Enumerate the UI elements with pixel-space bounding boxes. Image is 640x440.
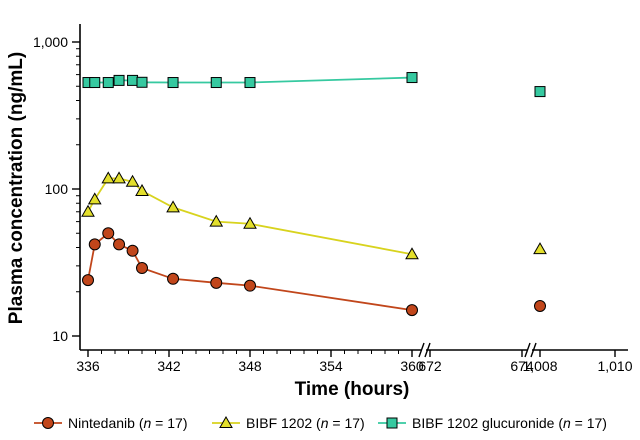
series-line-nintedanib — [87, 232, 413, 312]
data-point-bibf-1202 — [101, 171, 116, 184]
data-point-bibf-1202-glucuronide — [89, 77, 101, 89]
x-tick-label: 1,010 — [597, 358, 632, 374]
y-tick-label: 10 — [52, 328, 68, 344]
data-point-bibf-1202-glucuronide — [210, 77, 222, 89]
legend: Nintedanib (n = 17) BIBF 1202 (n = 17) BIB… — [34, 415, 607, 431]
data-point-bibf-1202-glucuronide — [167, 77, 179, 89]
x-tick-label: 360 — [400, 358, 424, 374]
data-point-bibf-1202 — [135, 183, 149, 196]
series-nintedanib — [82, 227, 546, 317]
data-point-bibf-1202 — [87, 192, 102, 205]
data-point-nintedanib — [136, 262, 148, 275]
legend-item-nintedanib: Nintedanib (n = 17) — [34, 415, 188, 431]
data-point-bibf-1202-glucuronide — [127, 74, 139, 86]
x-tick-label: 672 — [418, 358, 442, 374]
x-tick-label: 354 — [319, 358, 343, 374]
data-point-bibf-1202 — [209, 214, 224, 227]
legend-label: BIBF 1202 (n = 17) — [246, 415, 365, 431]
data-point-nintedanib — [534, 299, 546, 312]
data-point-nintedanib — [406, 304, 418, 317]
legend-marker — [386, 417, 398, 429]
x-axis-title: Time (hours) — [295, 379, 410, 400]
data-point-bibf-1202 — [243, 216, 257, 229]
x-tick-label: 348 — [238, 358, 262, 374]
data-point-nintedanib — [167, 272, 180, 285]
axis-break-mark — [418, 342, 425, 358]
data-point-bibf-1202 — [533, 242, 547, 255]
data-point-bibf-1202-glucuronide — [136, 76, 148, 88]
y-axis-title: Plasma concentration (ng/mL) — [6, 52, 27, 324]
legend-item-bibf-1202-glucuronide: BIBF 1202 glucuronide (n = 17) — [378, 415, 607, 431]
axis-break-mark — [524, 342, 531, 358]
y-tick-label: 1,000 — [33, 34, 68, 50]
data-point-nintedanib — [210, 276, 223, 289]
data-point-bibf-1202 — [405, 247, 419, 260]
legend-marker — [42, 417, 54, 429]
x-tick-label: 674 — [510, 358, 534, 374]
data-point-bibf-1202 — [166, 200, 180, 213]
data-point-bibf-1202-glucuronide — [406, 72, 418, 84]
legend-label: Nintedanib (n = 17) — [68, 415, 188, 431]
series-layer — [81, 72, 547, 317]
data-point-bibf-1202-glucuronide — [534, 86, 546, 98]
data-point-nintedanib — [113, 238, 126, 251]
data-point-nintedanib — [126, 244, 139, 257]
axis-break-mark — [424, 342, 431, 358]
data-point-nintedanib — [244, 279, 256, 292]
legend-label: BIBF 1202 glucuronide (n = 17) — [412, 415, 607, 431]
legend-item-bibf-1202: BIBF 1202 (n = 17) — [212, 415, 365, 431]
data-point-nintedanib — [82, 274, 94, 287]
series-line-bibf-1202 — [87, 177, 413, 256]
series-bibf-1202-glucuronide — [82, 72, 546, 98]
data-point-nintedanib — [88, 238, 101, 251]
x-tick-label: 1,008 — [522, 358, 557, 374]
legend-marker — [219, 415, 233, 428]
data-point-nintedanib — [102, 227, 115, 240]
axis-break-mark — [530, 342, 537, 358]
series-bibf-1202 — [81, 171, 547, 260]
data-point-bibf-1202-glucuronide — [244, 77, 256, 89]
data-point-bibf-1202 — [125, 174, 140, 187]
data-point-bibf-1202-glucuronide — [113, 74, 125, 86]
data-point-bibf-1202-glucuronide — [102, 77, 114, 89]
data-point-bibf-1202 — [112, 171, 126, 184]
x-tick-label: 336 — [76, 358, 100, 374]
data-point-bibf-1202 — [81, 204, 95, 217]
y-tick-label: 100 — [45, 181, 69, 197]
x-tick-label: 342 — [157, 358, 181, 374]
